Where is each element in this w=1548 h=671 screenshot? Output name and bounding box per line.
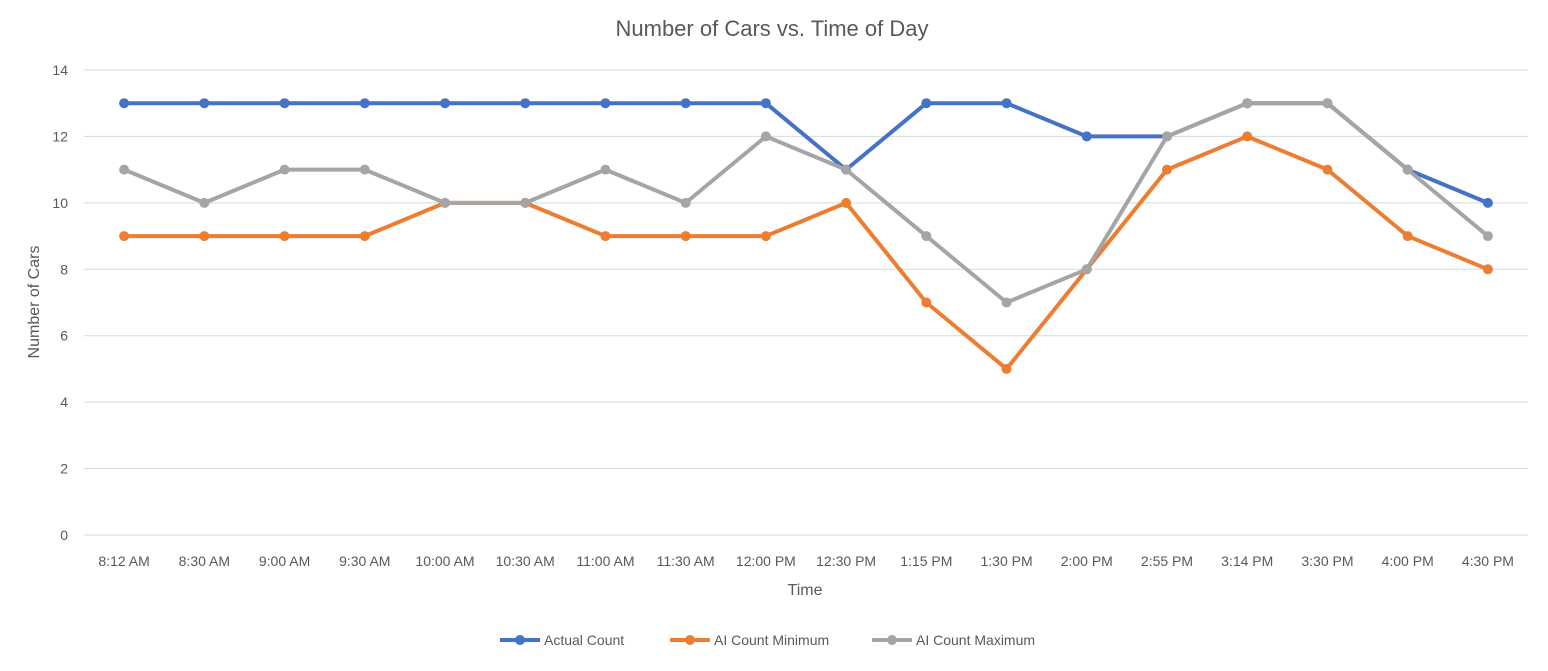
x-tick-label: 12:00 PM — [736, 553, 796, 569]
legend-item: Actual Count — [500, 632, 624, 648]
data-point — [1482, 264, 1493, 275]
data-point — [1001, 363, 1012, 374]
series-line — [122, 101, 1490, 305]
data-point — [359, 164, 370, 175]
series-lines — [119, 98, 1493, 374]
data-point — [1162, 131, 1172, 142]
data-point — [1322, 98, 1333, 109]
data-point — [279, 164, 290, 175]
y-tick-label: 12 — [52, 128, 68, 144]
x-tick-label: 1:30 PM — [980, 553, 1032, 569]
y-tick-label: 8 — [60, 261, 68, 277]
data-point — [119, 98, 130, 109]
y-tick-label: 10 — [52, 195, 68, 211]
chart-title: Number of Cars vs. Time of Day — [616, 16, 929, 41]
legend-swatch-marker — [685, 635, 695, 645]
legend-label: AI Count Minimum — [714, 632, 829, 648]
data-point — [1242, 98, 1253, 109]
x-tick-label: 9:00 AM — [259, 553, 310, 569]
x-axis-ticks: 8:12 AM 8:30 AM 9:00 AM 9:30 AM 10:00 AM 10:3… — [98, 553, 1514, 569]
data-point — [680, 197, 691, 208]
series-line — [122, 134, 1490, 371]
x-tick-label: 4:30 PM — [1462, 553, 1514, 569]
x-axis-label: Time — [788, 582, 823, 599]
legend-swatch-marker — [887, 635, 897, 645]
legend: Actual Count AI Count Minimum AI Count Max… — [500, 632, 1035, 648]
data-point — [359, 98, 370, 109]
y-tick-label: 2 — [60, 461, 68, 477]
data-point — [921, 297, 932, 308]
x-tick-label: 3:14 PM — [1221, 553, 1273, 569]
data-point — [680, 98, 691, 109]
x-tick-label: 4:00 PM — [1382, 553, 1434, 569]
data-point — [279, 98, 290, 109]
x-tick-label: 8:30 AM — [179, 553, 230, 569]
y-tick-label: 0 — [60, 527, 68, 543]
x-tick-label: 3:30 PM — [1301, 553, 1353, 569]
data-point — [760, 131, 771, 142]
data-point — [1242, 131, 1253, 142]
x-tick-label: 2:55 PM — [1141, 553, 1193, 569]
data-point — [1162, 164, 1172, 175]
y-axis-ticks: 0 2 4 6 8 10 12 14 — [52, 62, 68, 543]
data-point — [520, 197, 531, 208]
data-point — [921, 231, 932, 242]
data-point — [921, 98, 932, 109]
data-point — [119, 231, 130, 242]
data-point — [119, 164, 130, 175]
x-tick-label: 12:30 PM — [816, 553, 876, 569]
data-point — [440, 197, 450, 208]
data-point — [279, 231, 290, 242]
y-tick-label: 4 — [60, 394, 68, 410]
y-tick-label: 14 — [52, 62, 68, 78]
data-point — [1001, 297, 1012, 308]
gridlines — [84, 69, 1528, 536]
data-point — [680, 231, 691, 242]
x-tick-label: 9:30 AM — [339, 553, 390, 569]
x-tick-label: 8:12 AM — [98, 553, 149, 569]
data-point — [841, 197, 852, 208]
data-point — [1001, 98, 1012, 109]
data-point — [600, 164, 611, 175]
data-point — [1081, 131, 1092, 142]
data-point — [199, 197, 210, 208]
legend-label: Actual Count — [544, 632, 624, 648]
data-point — [440, 98, 450, 109]
data-point — [1322, 164, 1333, 175]
x-tick-label: 10:00 AM — [415, 553, 474, 569]
legend-swatch-marker — [515, 635, 525, 645]
data-point — [520, 98, 531, 109]
x-tick-label: 11:30 AM — [657, 553, 715, 569]
x-tick-label: 10:30 AM — [496, 553, 555, 569]
data-point — [359, 231, 370, 242]
data-point — [1482, 197, 1493, 208]
data-point — [600, 98, 611, 109]
data-point — [841, 164, 852, 175]
data-point — [600, 231, 611, 242]
x-tick-label: 11:00 AM — [576, 553, 634, 569]
data-point — [1482, 231, 1493, 242]
x-tick-label: 1:15 PM — [900, 553, 952, 569]
data-point — [1402, 231, 1413, 242]
data-point — [199, 98, 210, 109]
data-point — [760, 98, 771, 109]
legend-item: AI Count Minimum — [670, 632, 829, 648]
y-axis-label: Number of Cars — [26, 246, 43, 359]
data-point — [1402, 164, 1413, 175]
data-point — [760, 231, 771, 242]
series-group — [119, 98, 1493, 308]
data-point — [199, 231, 210, 242]
y-tick-label: 6 — [60, 328, 68, 344]
data-point — [1081, 264, 1092, 275]
legend-label: AI Count Maximum — [916, 632, 1035, 648]
x-tick-label: 2:00 PM — [1061, 553, 1113, 569]
legend-item: AI Count Maximum — [872, 632, 1035, 648]
